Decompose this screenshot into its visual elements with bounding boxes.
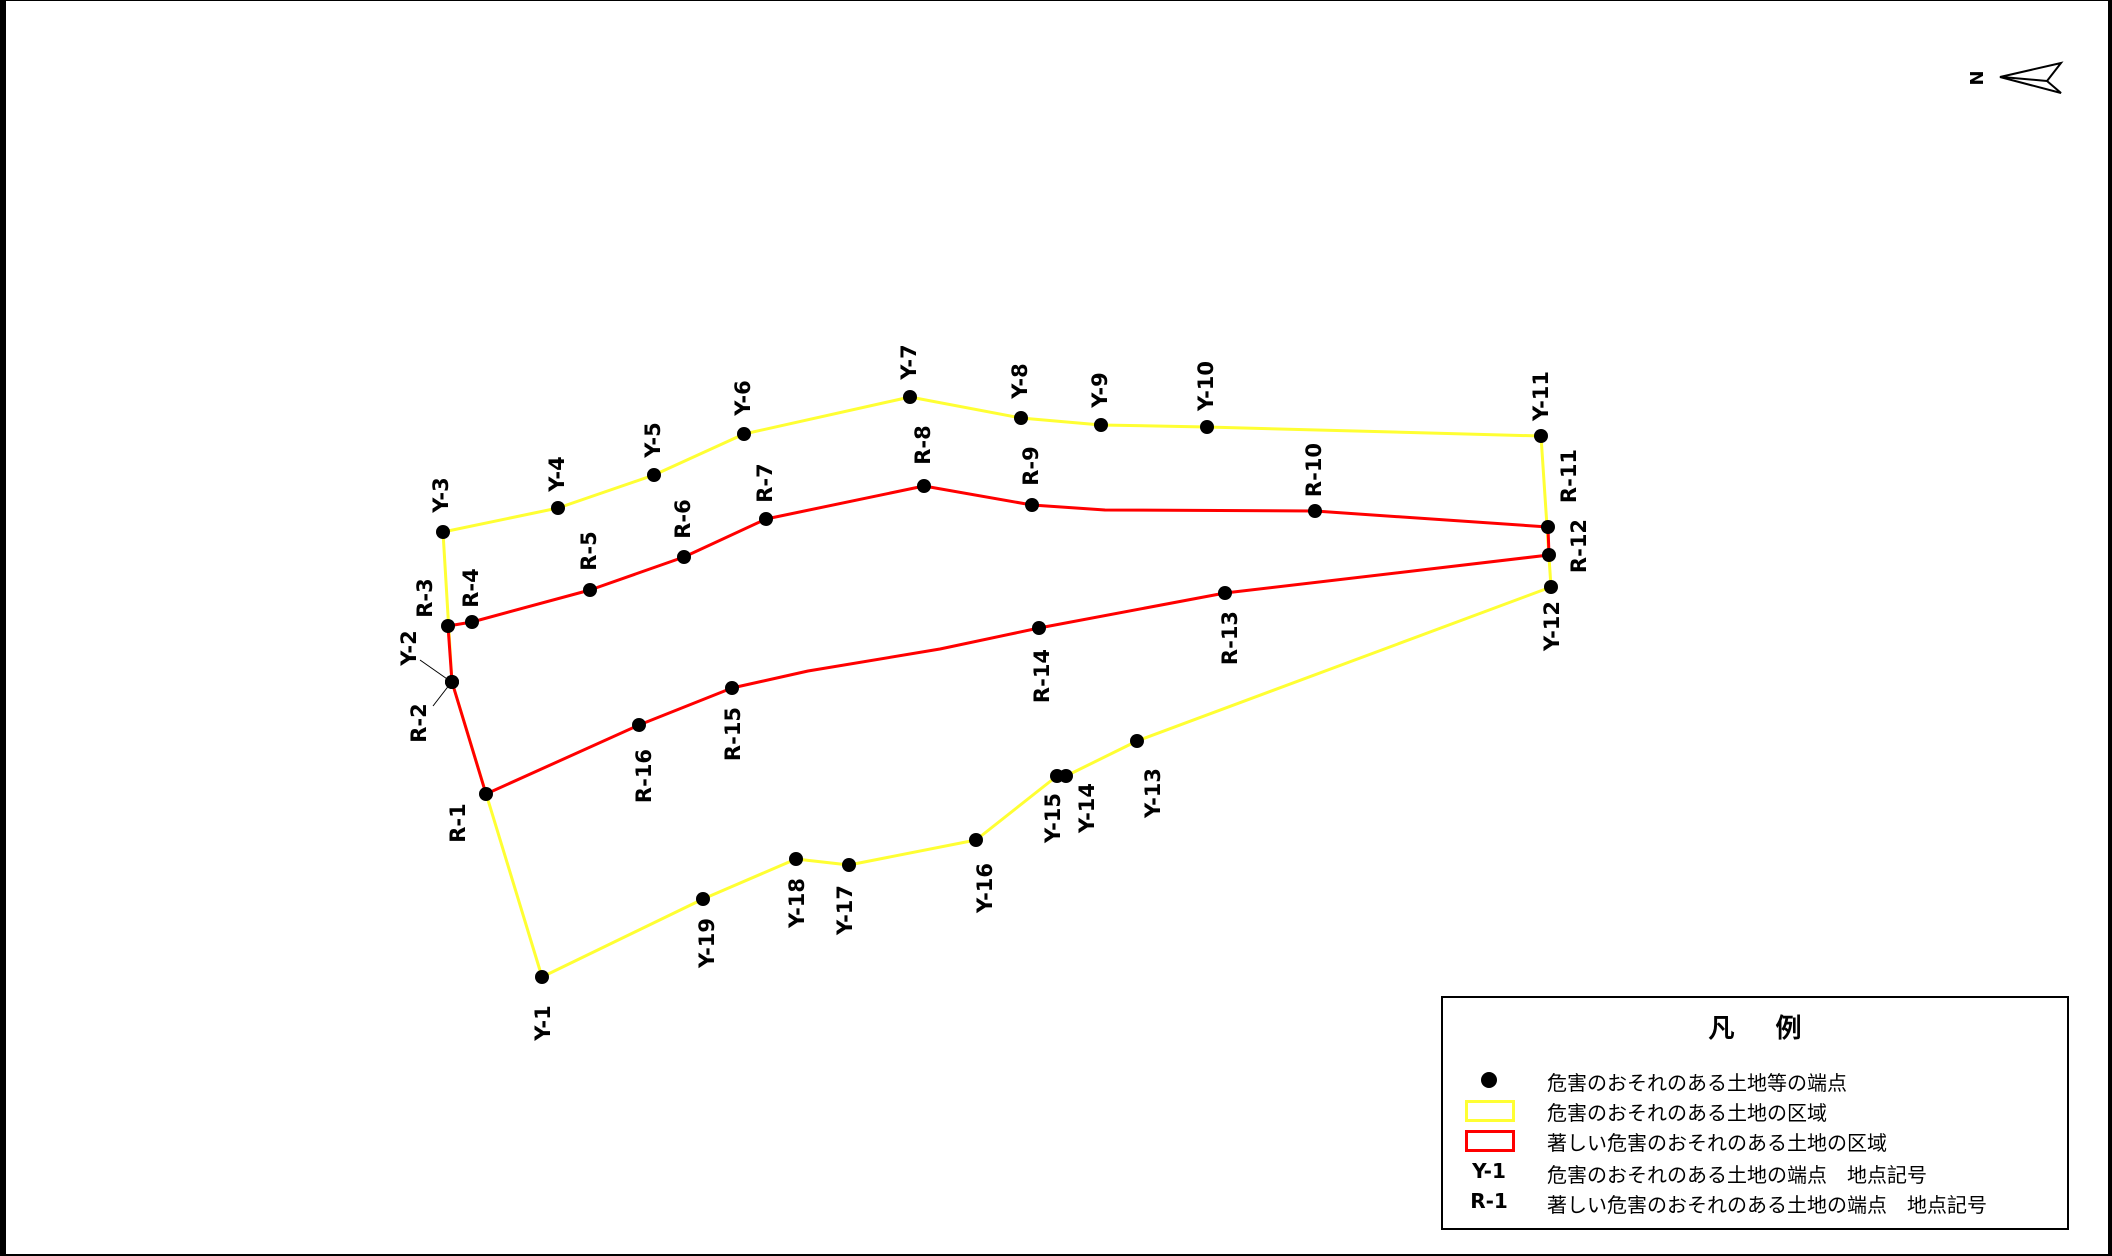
north-label: N: [1967, 70, 1988, 85]
leader-line-y2: [419, 659, 451, 682]
point-label-r-12: R-12: [1567, 519, 1591, 573]
point-marker-y-6: [737, 427, 751, 441]
point-marker-y-3: [436, 525, 450, 539]
point-label-y-2: Y-2: [397, 630, 421, 666]
point-marker-y-10: [1200, 420, 1214, 434]
point-marker-r-11: [1541, 520, 1555, 534]
point-label-r-9: R-9: [1019, 446, 1043, 486]
yellow-zone-boundary: [441, 395, 1553, 979]
point-label-y-12: Y-12: [1540, 601, 1564, 652]
legend-code-r: R-1: [1470, 1189, 1508, 1213]
legend-text-red-zone: 著しい危害のおそれのある土地の区域: [1547, 1131, 1887, 1155]
point-label-r-14: R-14: [1030, 649, 1054, 703]
legend-text-r-code: 著しい危害のおそれのある土地の端点 地点記号: [1547, 1193, 1987, 1217]
point-label-y-15: Y-15: [1041, 793, 1065, 844]
point-label-r-15: R-15: [721, 707, 745, 761]
legend-code-y: Y-1: [1472, 1159, 1506, 1183]
point-marker-y-19: [696, 892, 710, 906]
point-label-y-19: Y-19: [695, 918, 719, 969]
point-marker-y-9: [1094, 418, 1108, 432]
point-marker-y-7: [903, 390, 917, 404]
red-zone-layer: [446, 484, 1551, 796]
yellow-zone-layer: [441, 395, 1553, 979]
point-marker-r-15: [725, 681, 739, 695]
point-marker-r-3: [441, 619, 455, 633]
point-label-y-13: Y-13: [1141, 768, 1165, 819]
point-marker-y-12: [1544, 580, 1558, 594]
point-label-r-3: R-3: [413, 578, 437, 618]
point-label-r-13: R-13: [1218, 611, 1242, 665]
point-label-y-16: Y-16: [973, 863, 997, 914]
legend-text-yellow-zone: 危害のおそれのある土地の区域: [1547, 1101, 1827, 1125]
legend-row-point: 危害のおそれのある土地等の端点: [1443, 1065, 2067, 1095]
point-marker-r-10: [1308, 504, 1322, 518]
red-zone-boundary: [446, 484, 1551, 796]
point-marker-r-6: [677, 550, 691, 564]
point-label-y-11: Y-11: [1529, 371, 1553, 422]
legend-title: 凡 例: [1708, 1014, 1818, 1044]
north-arrow-icon: N: [1967, 61, 2064, 94]
point-label-r-4: R-4: [459, 568, 483, 608]
point-label-y-4: Y-4: [545, 456, 569, 492]
point-marker-r-1: [479, 787, 493, 801]
point-marker-r-12: [1542, 548, 1556, 562]
point-label-y-5: Y-5: [641, 422, 665, 458]
point-label-y-18: Y-18: [785, 878, 809, 929]
point-label-r-8: R-8: [911, 425, 935, 465]
point-marker-y-18: [789, 852, 803, 866]
point-label-y-7: Y-7: [897, 344, 921, 380]
point-marker-r-13: [1218, 586, 1232, 600]
point-marker-y-13: [1130, 734, 1144, 748]
leader-line-r2: [432, 683, 451, 707]
point-labels: Y-1 Y-2 Y-3 Y-4 Y-5 Y-6 Y-7 Y-8 Y-9 Y-10 Y-11 Y-12 Y…: [397, 344, 1591, 1041]
dot-icon: [1465, 1069, 1513, 1091]
point-label-y-10: Y-10: [1194, 361, 1218, 412]
point-marker-y-11: [1534, 429, 1548, 443]
point-markers: [436, 390, 1558, 984]
point-marker-r-9: [1025, 498, 1039, 512]
point-label-y-9: Y-9: [1088, 372, 1112, 408]
point-marker-r-2: [445, 675, 459, 689]
point-marker-r-16: [632, 718, 646, 732]
point-marker-y-1: [535, 970, 549, 984]
point-marker-r-7: [759, 512, 773, 526]
point-label-y-14: Y-14: [1075, 783, 1099, 834]
yellow-box-icon: [1465, 1099, 1515, 1122]
point-label-y-3: Y-3: [429, 477, 453, 513]
point-label-r-10: R-10: [1302, 443, 1326, 497]
point-marker-r-14: [1032, 621, 1046, 635]
point-marker-y-16: [969, 833, 983, 847]
point-marker-r-5: [583, 583, 597, 597]
legend-text-point: 危害のおそれのある土地等の端点: [1547, 1071, 1847, 1095]
legend-row-r-code: R-1 著しい危害のおそれのある土地の端点 地点記号: [1443, 1187, 2067, 1217]
point-label-r-1: R-1: [446, 803, 470, 843]
point-label-r-5: R-5: [577, 531, 601, 571]
point-label-r-7: R-7: [753, 463, 777, 503]
point-label-r-2: R-2: [407, 703, 431, 743]
point-marker-y-15: [1050, 769, 1064, 783]
point-label-y-8: Y-8: [1008, 363, 1032, 399]
point-marker-r-4: [465, 615, 479, 629]
point-marker-y-4: [551, 501, 565, 515]
point-label-r-6: R-6: [671, 499, 695, 539]
leader-lines: [419, 659, 451, 707]
legend-row-y-code: Y-1 危害のおそれのある土地の端点 地点記号: [1443, 1157, 2067, 1187]
point-marker-y-8: [1014, 411, 1028, 425]
point-marker-y-17: [842, 858, 856, 872]
legend-row-red-zone: 著しい危害のおそれのある土地の区域: [1443, 1125, 2067, 1155]
point-marker-y-5: [647, 468, 661, 482]
red-box-icon: [1465, 1129, 1515, 1152]
legend-text-y-code: 危害のおそれのある土地の端点 地点記号: [1547, 1163, 1927, 1187]
legend: 凡 例 危害のおそれのある土地等の端点 危害のおそれのある土地の区域 著しい危害…: [1441, 996, 2069, 1230]
point-label-y-6: Y-6: [731, 380, 755, 416]
point-label-r-16: R-16: [632, 749, 656, 803]
point-label-y-17: Y-17: [833, 885, 857, 936]
point-label-y-1: Y-1: [531, 1005, 555, 1041]
point-marker-r-8: [917, 479, 931, 493]
point-label-r-11: R-11: [1557, 449, 1581, 503]
legend-row-yellow-zone: 危害のおそれのある土地の区域: [1443, 1095, 2067, 1125]
